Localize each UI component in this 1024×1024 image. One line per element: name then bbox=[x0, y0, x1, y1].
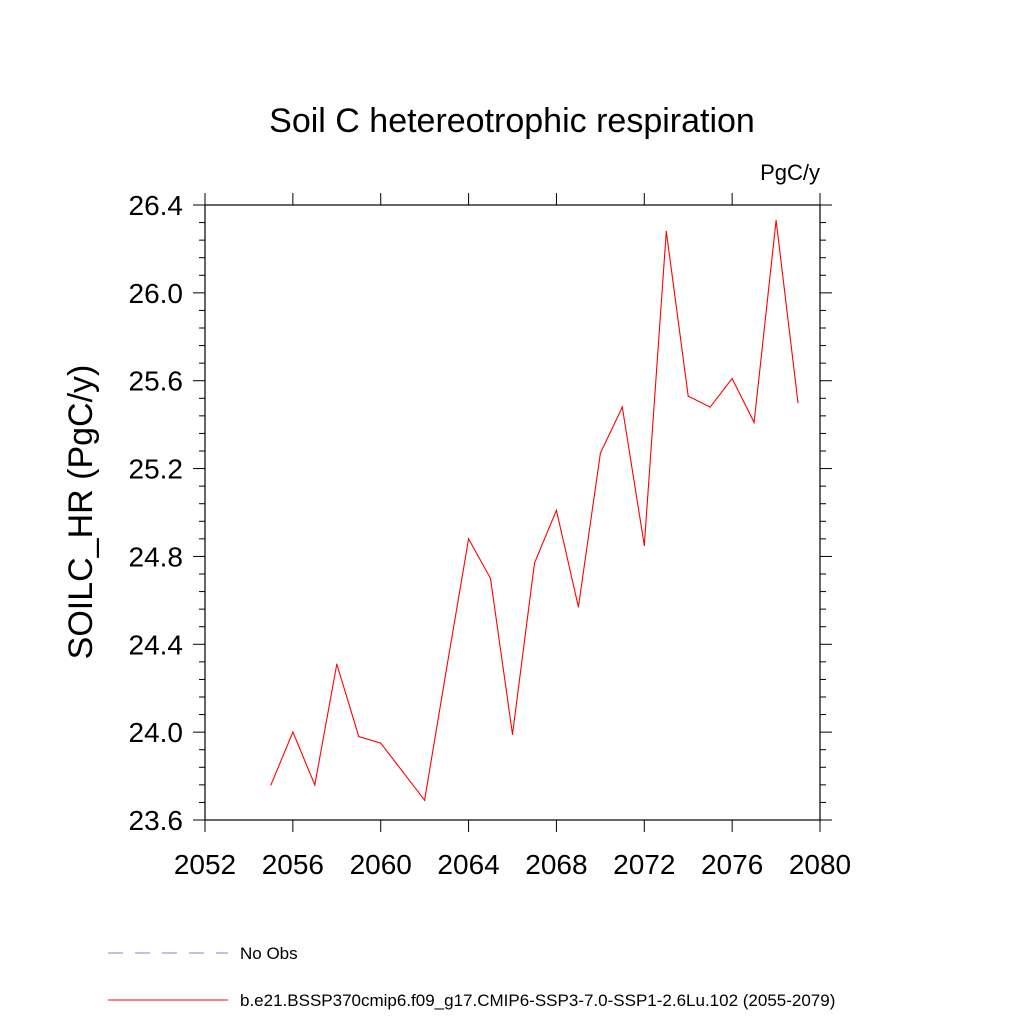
data-point bbox=[621, 406, 623, 408]
legend-label-no-obs: No Obs bbox=[240, 944, 298, 963]
x-tick-label: 2052 bbox=[174, 849, 236, 880]
data-point bbox=[336, 663, 338, 665]
data-point bbox=[753, 421, 755, 424]
y-tick-label: 24.4 bbox=[129, 629, 184, 660]
y-axis: 23.6 24.0 24.4 24.8 25.2 25.6 26.0 26.4 bbox=[129, 190, 832, 836]
data-point bbox=[665, 230, 667, 232]
y-tick-label: 24.0 bbox=[129, 717, 184, 748]
legend-label-model: b.e21.BSSP370cmip6.f09_g17.CMIP6-SSP3-7.… bbox=[240, 991, 835, 1010]
data-point bbox=[270, 784, 272, 786]
x-tick-label: 2068 bbox=[525, 849, 587, 880]
x-tick-label: 2064 bbox=[437, 849, 499, 880]
x-tick-label: 2072 bbox=[613, 849, 675, 880]
series-layer bbox=[270, 219, 799, 802]
y-tick-label: 25.2 bbox=[129, 454, 184, 485]
data-point bbox=[446, 667, 448, 670]
data-point bbox=[292, 731, 294, 733]
data-point bbox=[489, 577, 492, 579]
y-tick-label: 26.4 bbox=[129, 190, 184, 221]
data-point bbox=[402, 771, 404, 773]
data-point bbox=[797, 402, 799, 404]
data-point bbox=[709, 406, 711, 408]
units-label: PgC/y bbox=[760, 160, 820, 185]
data-point bbox=[687, 395, 689, 397]
data-point bbox=[731, 377, 733, 380]
y-tick-label: 24.8 bbox=[129, 541, 184, 572]
data-point bbox=[643, 544, 645, 547]
x-tick-label: 2056 bbox=[262, 849, 324, 880]
data-point bbox=[599, 452, 601, 454]
y-tick-label: 25.6 bbox=[129, 366, 184, 397]
data-point bbox=[467, 538, 470, 540]
x-axis: 2052 2056 2060 2064 2068 2072 2076 2080 bbox=[174, 193, 851, 880]
data-point bbox=[533, 562, 536, 564]
data-point bbox=[424, 799, 426, 801]
data-point bbox=[358, 735, 360, 738]
plot-frame bbox=[204, 204, 821, 821]
data-point bbox=[775, 219, 777, 221]
data-point bbox=[577, 606, 579, 608]
data-point bbox=[511, 733, 514, 735]
chart-title: Soil C hetereotrophic respiration bbox=[269, 102, 755, 140]
y-tick-label: 26.0 bbox=[129, 278, 184, 309]
x-tick-label: 2076 bbox=[701, 849, 763, 880]
data-point bbox=[555, 509, 558, 511]
series-line-0 bbox=[270, 220, 799, 802]
y-tick-label: 23.6 bbox=[129, 805, 184, 836]
y-axis-label: SOILC_HR (PgC/y) bbox=[62, 365, 100, 660]
data-point bbox=[380, 742, 382, 744]
data-point bbox=[314, 784, 316, 786]
x-tick-label: 2060 bbox=[350, 849, 412, 880]
legend: No Obs b.e21.BSSP370cmip6.f09_g17.CMIP6-… bbox=[108, 944, 835, 1010]
x-tick-label: 2080 bbox=[789, 849, 851, 880]
